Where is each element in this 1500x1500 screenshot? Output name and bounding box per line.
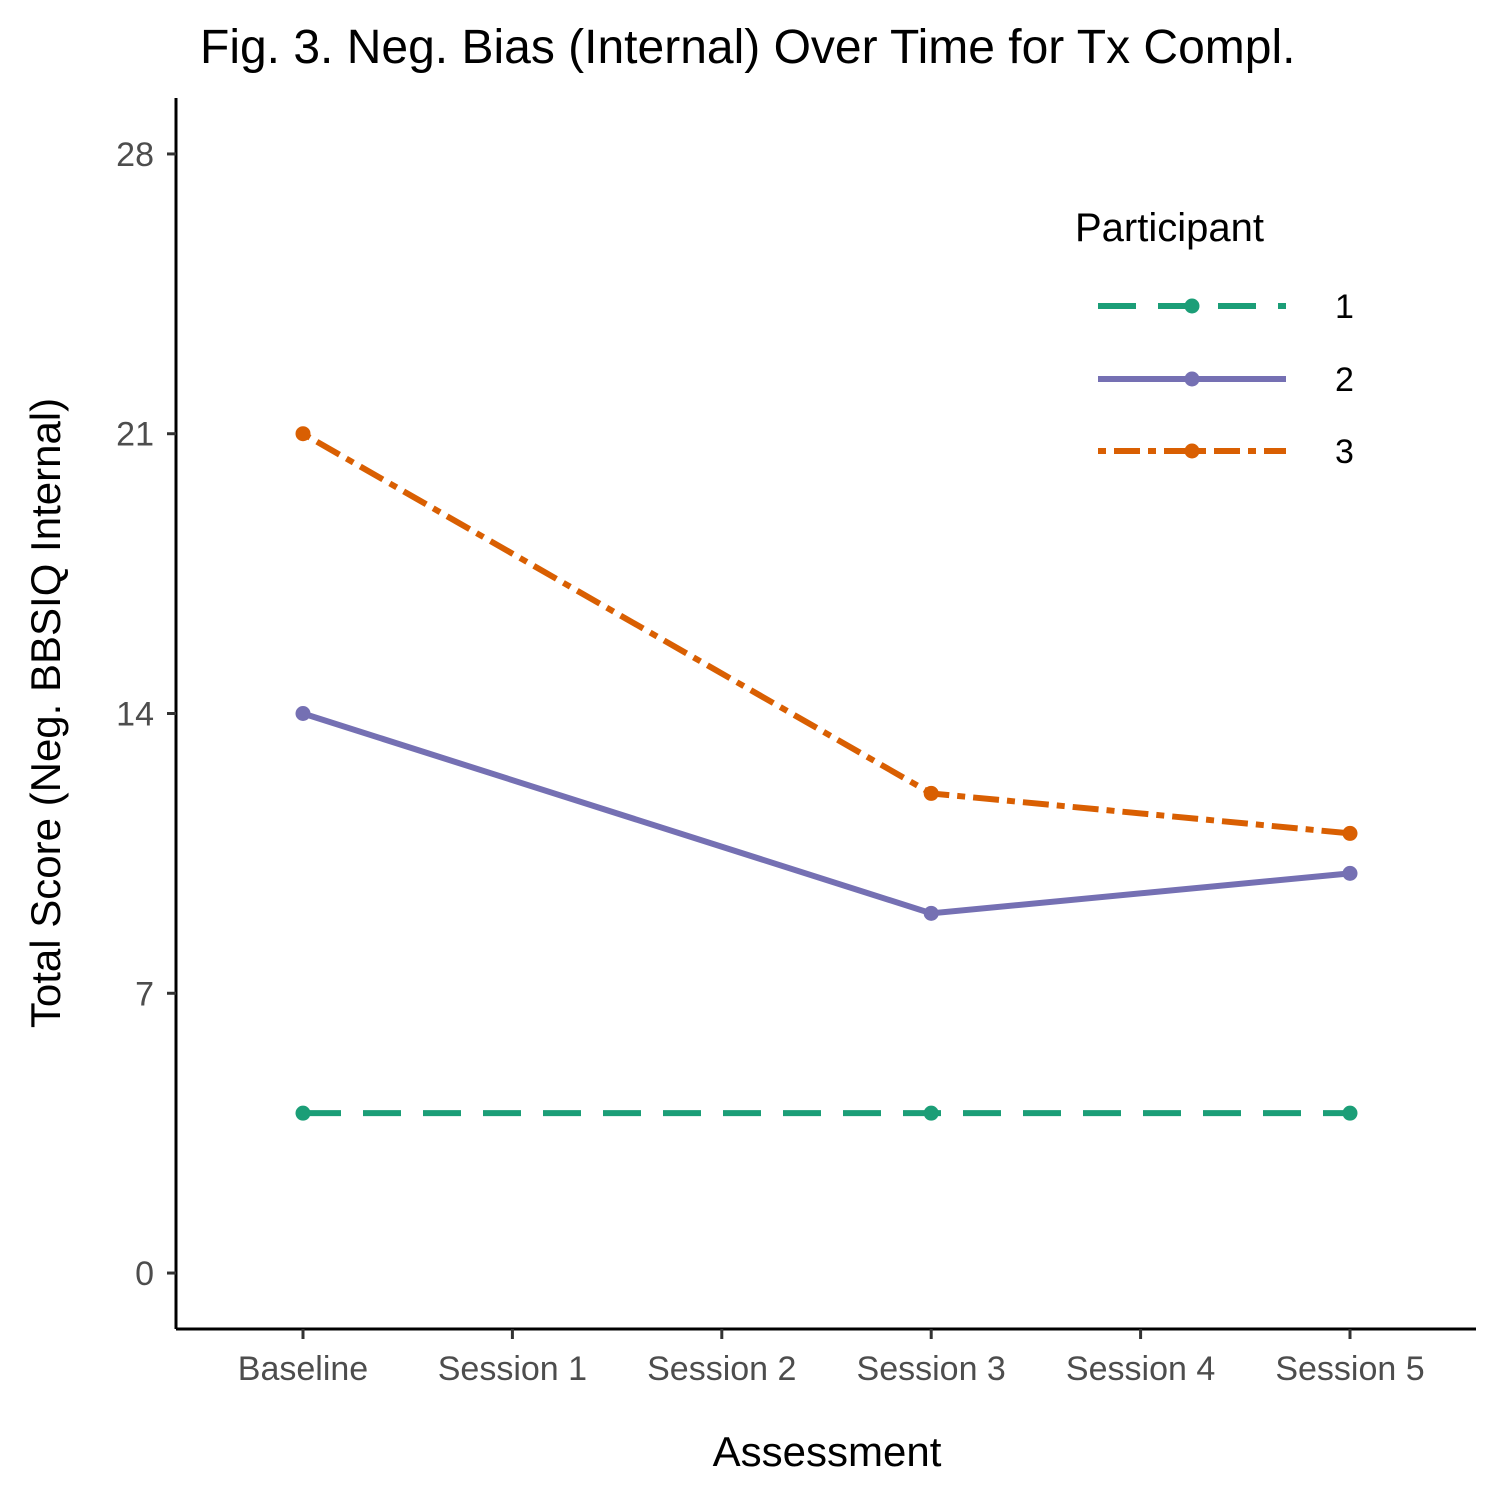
x-tick-label: Session 1 <box>438 1350 587 1388</box>
y-axis-title: Total Score (Neg. BBSIQ Internal) <box>22 398 69 1028</box>
data-point <box>923 905 939 921</box>
data-point <box>923 1105 939 1121</box>
y-tick-label: 0 <box>135 1255 154 1293</box>
legend-key-point <box>1184 298 1200 314</box>
legend-item-1: 1 <box>1098 288 1354 326</box>
y-tick-label: 7 <box>135 975 154 1013</box>
series-2 <box>295 706 1358 921</box>
legend-title: Participant <box>1075 206 1264 250</box>
plot-area <box>295 426 1358 1121</box>
x-tick-label: Baseline <box>238 1350 368 1388</box>
x-axis: Baseline Session 1 Session 2 Session 3 Sessi… <box>176 1327 1476 1388</box>
data-point <box>295 1105 311 1121</box>
y-tick-label: 28 <box>116 136 154 174</box>
legend-label: 1 <box>1335 288 1354 326</box>
y-axis: 0 7 14 21 28 <box>116 98 178 1329</box>
data-point <box>923 785 939 801</box>
x-tick-label: Session 4 <box>1066 1350 1215 1388</box>
chart-title: Fig. 3. Neg. Bias (Internal) Over Time f… <box>200 21 1295 74</box>
data-point <box>1342 865 1358 881</box>
legend-key-point <box>1184 371 1200 387</box>
y-tick-label: 21 <box>116 416 154 454</box>
legend-item-2: 2 <box>1098 361 1354 399</box>
legend-item-3: 3 <box>1098 433 1354 471</box>
x-tick-label: Session 3 <box>857 1350 1006 1388</box>
data-point <box>1342 825 1358 841</box>
x-tick-label: Session 2 <box>647 1350 796 1388</box>
legend-label: 3 <box>1335 433 1354 471</box>
data-point <box>1342 1105 1358 1121</box>
series-3 <box>295 426 1358 841</box>
legend: Participant 1 2 3 <box>1075 206 1354 471</box>
x-tick-label: Session 5 <box>1275 1350 1424 1388</box>
data-point <box>295 706 311 721</box>
data-point <box>295 426 311 442</box>
y-tick-label: 14 <box>116 696 154 734</box>
legend-key-point <box>1184 443 1200 459</box>
legend-label: 2 <box>1335 361 1354 399</box>
x-axis-title: Assessment <box>713 1428 942 1475</box>
series-1 <box>295 1105 1358 1121</box>
